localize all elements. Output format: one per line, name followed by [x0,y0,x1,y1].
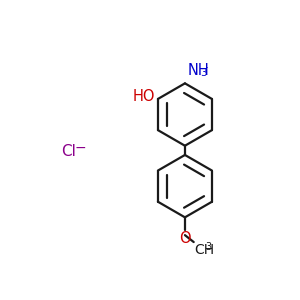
Text: −: − [74,141,86,155]
Text: O: O [179,231,191,246]
Text: ·: · [205,61,208,75]
Text: 3: 3 [205,242,212,252]
Text: HO: HO [133,89,156,104]
Text: CH: CH [195,243,215,257]
Text: 3: 3 [200,68,207,78]
Text: NH: NH [187,63,209,78]
Text: Cl: Cl [61,144,76,159]
